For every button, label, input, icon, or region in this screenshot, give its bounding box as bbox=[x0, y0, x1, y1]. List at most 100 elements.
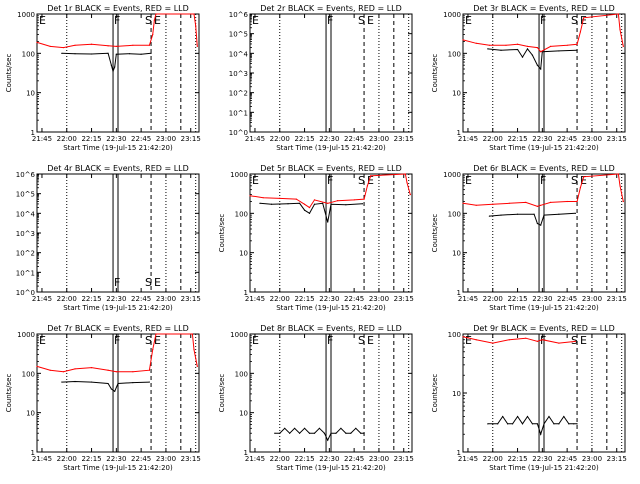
series-line-events bbox=[61, 380, 150, 393]
x-tick-label: 22:00 bbox=[483, 455, 503, 463]
event-annotation: F bbox=[540, 14, 546, 27]
data-point bbox=[360, 432, 362, 434]
data-point bbox=[619, 185, 621, 187]
data-point bbox=[107, 45, 109, 47]
data-point bbox=[313, 203, 316, 205]
x-axis-label: Start Time (19-Jul-15 21:42:20) bbox=[489, 144, 599, 152]
data-point bbox=[155, 333, 157, 335]
data-point bbox=[617, 13, 619, 15]
data-point bbox=[526, 45, 529, 48]
data-point bbox=[132, 371, 134, 373]
event-annotation: E bbox=[39, 334, 46, 347]
data-point bbox=[279, 432, 281, 434]
x-tick-label: 22:30 bbox=[106, 455, 126, 463]
x-tick-label: 23:15 bbox=[394, 455, 414, 463]
y-tick-label: 100 bbox=[448, 210, 461, 218]
data-point bbox=[511, 423, 514, 425]
y-tick-label: 10 bbox=[452, 250, 461, 258]
event-annotation: F bbox=[114, 276, 120, 289]
y-tick-label: 1 bbox=[457, 289, 461, 297]
x-tick-label: 22:15 bbox=[507, 135, 527, 143]
data-point bbox=[579, 31, 581, 33]
data-point bbox=[370, 175, 372, 177]
data-point bbox=[566, 44, 568, 46]
x-tick-label: 22:15 bbox=[81, 135, 101, 143]
event-annotation: E bbox=[367, 174, 374, 187]
data-point bbox=[298, 432, 301, 434]
panel-title: Det 5r BLACK = Events, RED = LLD bbox=[260, 164, 402, 173]
x-tick-label: 22:15 bbox=[507, 295, 527, 303]
y-tick-label: 10^3 bbox=[16, 230, 35, 238]
data-point bbox=[353, 199, 355, 201]
data-point bbox=[568, 423, 570, 425]
y-axis-label: Counts/sec bbox=[218, 374, 226, 413]
data-point bbox=[110, 64, 112, 66]
data-point bbox=[107, 369, 109, 371]
x-tick-label: 22:30 bbox=[532, 295, 552, 303]
data-point bbox=[152, 349, 154, 351]
x-tick-label: 23:15 bbox=[181, 455, 201, 463]
y-tick-label: 10 bbox=[26, 90, 35, 98]
y-tick-label: 100 bbox=[22, 370, 35, 378]
series-line-events bbox=[274, 427, 365, 442]
y-axis-label: Counts/sec bbox=[5, 54, 13, 93]
x-tick-label: 23:00 bbox=[156, 455, 176, 463]
data-point bbox=[49, 45, 51, 48]
event-annotation: S bbox=[571, 174, 578, 187]
x-tick-label: 23:00 bbox=[156, 135, 176, 143]
x-tick-label: 22:45 bbox=[131, 135, 151, 143]
y-tick-label: 10 bbox=[26, 410, 35, 418]
data-point bbox=[563, 415, 565, 418]
y-tick-label: 10^4 bbox=[16, 210, 36, 218]
y-tick-label: 10^1 bbox=[229, 109, 248, 117]
data-point bbox=[579, 187, 581, 189]
data-point bbox=[270, 203, 273, 205]
data-point bbox=[363, 198, 365, 200]
panel-title: Det 8r BLACK = Events, RED = LLD bbox=[260, 324, 402, 333]
event-annotation: E bbox=[252, 14, 259, 27]
x-tick-label: 23:15 bbox=[181, 295, 201, 303]
y-tick-label: 1 bbox=[244, 289, 248, 297]
panel-title: Det 7r BLACK = Events, RED = LLD bbox=[47, 324, 189, 333]
data-point bbox=[193, 13, 195, 15]
x-tick-label: 22:45 bbox=[557, 295, 577, 303]
data-point bbox=[543, 214, 545, 216]
panel-title: Det 2r BLACK = Events, RED = LLD bbox=[260, 4, 402, 13]
data-point bbox=[525, 201, 527, 203]
event-annotation: E bbox=[465, 174, 472, 187]
data-point bbox=[327, 439, 329, 441]
data-point bbox=[74, 368, 76, 370]
data-point bbox=[330, 432, 332, 434]
data-point bbox=[107, 382, 109, 385]
y-tick-label: 10^5 bbox=[229, 31, 248, 39]
x-axis-label: Start Time (19-Jul-15 21:42:20) bbox=[489, 304, 599, 312]
event-annotation: E bbox=[154, 334, 161, 347]
x-tick-label: 23:15 bbox=[394, 295, 414, 303]
data-point bbox=[323, 432, 325, 434]
data-point bbox=[150, 52, 152, 54]
data-point bbox=[308, 212, 311, 214]
y-axis-label: Counts/sec bbox=[431, 54, 439, 93]
series-line-lld bbox=[462, 13, 624, 53]
x-axis-label: Start Time (19-Jul-15 21:42:20) bbox=[63, 304, 173, 312]
x-tick-label: 21:45 bbox=[32, 455, 52, 463]
data-point bbox=[303, 203, 306, 205]
x-tick-label: 22:30 bbox=[106, 135, 126, 143]
x-tick-label: 22:45 bbox=[557, 455, 577, 463]
x-tick-label: 22:45 bbox=[344, 135, 364, 143]
event-annotation: E bbox=[39, 14, 46, 27]
data-point bbox=[521, 56, 524, 58]
data-point bbox=[536, 205, 538, 208]
data-point bbox=[576, 49, 578, 51]
x-tick-label: 22:45 bbox=[557, 135, 577, 143]
x-tick-label: 22:15 bbox=[81, 455, 101, 463]
data-point bbox=[540, 224, 542, 226]
y-tick-label: 1 bbox=[31, 449, 35, 457]
data-point bbox=[36, 365, 38, 368]
y-tick-label: 10^1 bbox=[16, 269, 35, 277]
event-annotation: E bbox=[154, 276, 161, 289]
x-tick-label: 22:30 bbox=[319, 135, 339, 143]
